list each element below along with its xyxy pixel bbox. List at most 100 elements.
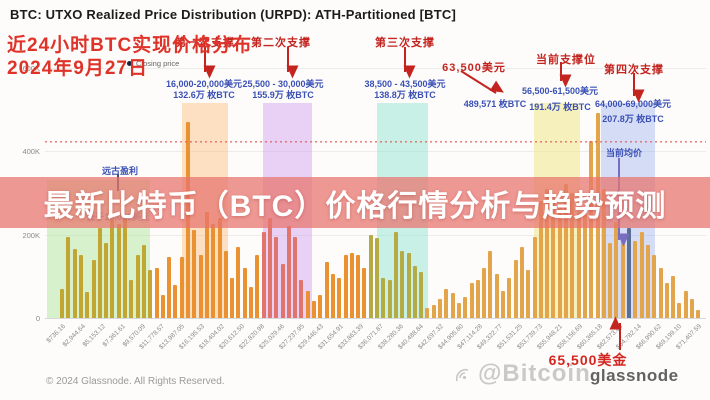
supply-bar <box>438 299 442 318</box>
supply-bar <box>286 226 291 318</box>
supply-bar <box>261 232 266 318</box>
supply-bar <box>576 211 581 318</box>
supply-bar <box>658 267 663 318</box>
supply-bar <box>223 251 228 318</box>
supply-bar <box>425 307 430 318</box>
supply-bar <box>519 247 524 318</box>
y-axis-label: 0 <box>35 314 40 323</box>
supply-bar <box>91 259 96 318</box>
supply-bar <box>557 205 562 318</box>
y-axis-label: 400K <box>22 147 40 156</box>
supply-bar <box>551 194 556 318</box>
supply-bar <box>488 251 493 318</box>
weibo-icon <box>455 368 469 382</box>
article-title-banner: 最新比特币（BTC）价格行情分析与趋势预测 <box>0 177 710 228</box>
y-axis-label: 200K <box>22 230 40 240</box>
annotation-label: 38,500 - 43,500美元 <box>364 79 446 89</box>
supply-bar <box>318 295 323 318</box>
supply-bar <box>249 286 253 318</box>
supply-bar <box>123 217 127 318</box>
annotation-label: 191.4万 枚BTC <box>529 102 591 112</box>
supply-bar <box>192 230 197 318</box>
annotation-label: 56,500-61,500美元 <box>521 86 599 96</box>
heading-cn-line2: 2024年9月27日 <box>7 58 148 79</box>
supply-bar <box>280 263 285 318</box>
supply-bar <box>230 278 235 318</box>
supply-bar <box>148 269 153 318</box>
annotation-label: 第四次支撑 <box>604 64 664 76</box>
supply-bar <box>116 224 121 318</box>
supply-bar <box>664 282 669 318</box>
supply-bar <box>456 303 461 318</box>
supply-bar <box>305 290 310 318</box>
supply-bar <box>463 297 468 318</box>
supply-bar <box>532 236 537 318</box>
supply-bar <box>349 253 354 318</box>
supply-bar <box>198 255 203 318</box>
supply-bar <box>545 188 550 318</box>
supply-bar <box>393 232 398 318</box>
weibo-watermark-handle: @Bitcoin <box>478 360 591 387</box>
supply-bar <box>564 184 568 318</box>
supply-bar <box>242 267 247 318</box>
supply-bar <box>419 272 424 318</box>
chart-title: BTC: UTXO Realized Price Distribution (U… <box>10 7 457 22</box>
supply-bar <box>66 236 71 318</box>
supply-bar <box>677 303 682 318</box>
supply-bar <box>589 140 594 318</box>
annotation-label: 第一次支撑 <box>175 37 235 49</box>
supply-bar <box>387 280 392 318</box>
supply-bar <box>141 244 146 318</box>
supply-bar <box>633 240 638 318</box>
supply-bar <box>78 255 83 318</box>
supply-bar <box>381 278 386 318</box>
gridline-400K <box>45 151 706 152</box>
supply-bar <box>356 255 361 318</box>
supply-bar <box>211 224 216 318</box>
supply-bar <box>608 242 613 318</box>
supply-bar <box>217 217 222 318</box>
glassnode-logo-text: glassnode <box>590 366 679 385</box>
annotation-label: 第二次支撑 <box>251 37 311 49</box>
supply-bar <box>570 192 575 318</box>
supply-bar <box>337 278 342 318</box>
supply-bar <box>173 284 178 318</box>
supply-bar <box>312 301 316 318</box>
supply-bar <box>469 282 474 318</box>
annotation-label: 155.9万 枚BTC <box>252 90 314 100</box>
supply-bar <box>236 247 241 318</box>
annotation-label: 25,500 - 30,000美元 <box>242 79 324 89</box>
supply-bar <box>204 211 209 318</box>
supply-bar <box>690 299 694 318</box>
annotation-label: 138.8万 枚BTC <box>374 90 436 100</box>
supply-bar <box>482 267 487 318</box>
supply-bar <box>513 259 518 318</box>
annotation-label: 132.6万 枚BTC <box>173 90 235 100</box>
supply-bar <box>645 244 650 318</box>
supply-bar <box>299 280 304 318</box>
supply-bar <box>400 251 405 318</box>
annotation-label: 第三次支撑 <box>375 37 435 49</box>
supply-bar <box>475 280 480 318</box>
supply-bar <box>274 236 279 318</box>
supply-bar <box>507 278 512 318</box>
annotation-label: 64,000-69,000美元 <box>594 99 672 109</box>
annotation-label: 65,500美金 <box>548 352 628 368</box>
supply-bar <box>494 274 499 318</box>
supply-bar <box>412 265 417 318</box>
supply-bar <box>110 219 115 318</box>
supply-bar <box>85 292 90 318</box>
heading-cn-line1: 近24小时BTC实现价格分布 <box>7 35 253 56</box>
supply-bar <box>129 280 134 318</box>
annotation-label: 当前均价 <box>605 148 642 158</box>
supply-bar <box>267 217 272 318</box>
closing-price-dot-icon <box>127 61 132 66</box>
annotation-label: 207.8万 枚BTC <box>602 114 664 124</box>
closing-price-bar <box>614 221 619 318</box>
supply-bar <box>72 249 77 318</box>
supply-bar <box>683 290 688 318</box>
supply-bar <box>620 234 625 318</box>
supply-bar <box>601 188 606 318</box>
supply-bar <box>431 305 436 318</box>
